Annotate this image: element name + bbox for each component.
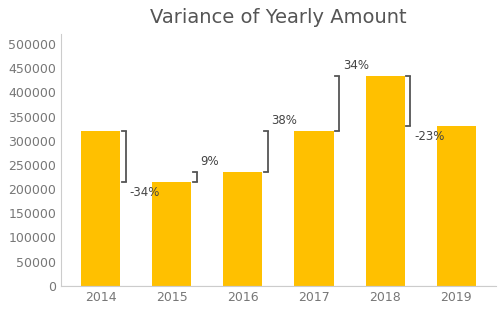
Bar [437, 126, 476, 286]
Bar [81, 131, 120, 286]
Bar [223, 172, 263, 286]
Bar [365, 76, 405, 286]
Text: -34%: -34% [130, 186, 160, 199]
Text: 9%: 9% [201, 155, 219, 168]
Text: 38%: 38% [272, 114, 297, 127]
Text: -23%: -23% [414, 130, 445, 143]
Text: 34%: 34% [343, 59, 369, 72]
Bar [294, 131, 334, 286]
Bar [152, 182, 191, 286]
Title: Variance of Yearly Amount: Variance of Yearly Amount [150, 8, 407, 27]
